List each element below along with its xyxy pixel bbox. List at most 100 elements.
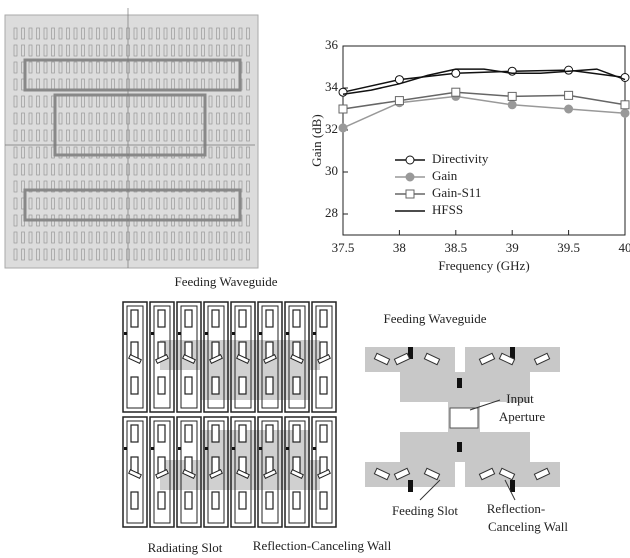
slot (156, 231, 160, 244)
slot (231, 95, 235, 108)
slot (231, 197, 235, 210)
slot (103, 27, 108, 40)
slot (118, 197, 123, 210)
slot (238, 163, 243, 176)
radiating-slot (238, 424, 247, 443)
slot (13, 248, 18, 261)
slot (51, 180, 55, 193)
feeding-slot (236, 353, 250, 365)
slot (73, 180, 78, 193)
slot (58, 27, 63, 40)
slot (96, 112, 100, 125)
y-tick-label: 32 (325, 121, 338, 136)
cell (149, 416, 175, 528)
marker (394, 96, 404, 106)
slot (193, 163, 198, 176)
slot (36, 61, 40, 74)
slot (223, 163, 228, 176)
feeding-slot (478, 467, 496, 481)
slot (81, 180, 85, 193)
radiating-slot (157, 424, 166, 443)
cell-inner (126, 420, 144, 524)
cell-inner (207, 305, 225, 409)
slot (36, 248, 40, 261)
feeding-slot (533, 467, 551, 481)
slot (66, 231, 70, 244)
slot (103, 231, 108, 244)
slot (201, 61, 205, 74)
legend-label: HFSS (432, 202, 463, 217)
slot (111, 112, 115, 125)
slot (178, 112, 183, 125)
radiating-slot (211, 309, 220, 328)
slot (148, 44, 153, 57)
feeding-slot (155, 353, 169, 365)
slot (66, 197, 70, 210)
slot (13, 95, 18, 108)
slot (73, 163, 78, 176)
slot (171, 27, 175, 40)
array-pattern (5, 8, 255, 268)
cell (311, 416, 337, 528)
wall (313, 332, 316, 335)
cell-inner (315, 420, 333, 524)
series-line (342, 69, 626, 93)
slot (246, 95, 250, 108)
slot (51, 163, 55, 176)
slot (118, 112, 123, 125)
slot (186, 129, 190, 142)
slot (88, 197, 93, 210)
slot (171, 112, 175, 125)
slot (208, 61, 213, 74)
radiating-slot (292, 424, 301, 443)
slot (133, 231, 138, 244)
slot (81, 146, 85, 159)
slot (163, 61, 168, 74)
radiating-slot (130, 376, 139, 395)
slot (111, 248, 115, 261)
label: Reflection- (487, 501, 545, 516)
feed-band (23, 58, 242, 92)
slot (133, 129, 138, 142)
slot (216, 95, 220, 108)
slot (88, 27, 93, 40)
feeding-slot (128, 353, 142, 365)
slot (223, 231, 228, 244)
slot (186, 27, 190, 40)
slot (96, 231, 100, 244)
cell-inner (288, 420, 306, 524)
slot (13, 163, 18, 176)
slot (208, 180, 213, 193)
slot (231, 129, 235, 142)
slot (156, 180, 160, 193)
marker (405, 155, 415, 165)
radiating-slot (184, 309, 193, 328)
slot (141, 27, 145, 40)
slot (156, 163, 160, 176)
slot (103, 61, 108, 74)
slot (21, 129, 25, 142)
slot (178, 180, 183, 193)
legend-label: Directivity (432, 151, 489, 166)
slot (193, 146, 198, 159)
slot (133, 248, 138, 261)
slot (21, 248, 25, 261)
slot (148, 129, 153, 142)
slot (141, 44, 145, 57)
slot (66, 129, 70, 142)
slot (208, 231, 213, 244)
slot (111, 146, 115, 159)
gain-chart: 37.5 38 38.5 39 39.5 40 28 30 32 34 36 Frequency (G… (309, 37, 630, 273)
radiating-slot (292, 376, 301, 395)
feeding-slot (393, 352, 411, 366)
slot (73, 146, 78, 159)
plot-frame (342, 45, 626, 236)
slot (43, 231, 48, 244)
x-tick-label: 39 (506, 240, 519, 255)
slot (81, 197, 85, 210)
slot (96, 44, 100, 57)
slot (148, 180, 153, 193)
slot (238, 44, 243, 57)
slot (246, 129, 250, 142)
